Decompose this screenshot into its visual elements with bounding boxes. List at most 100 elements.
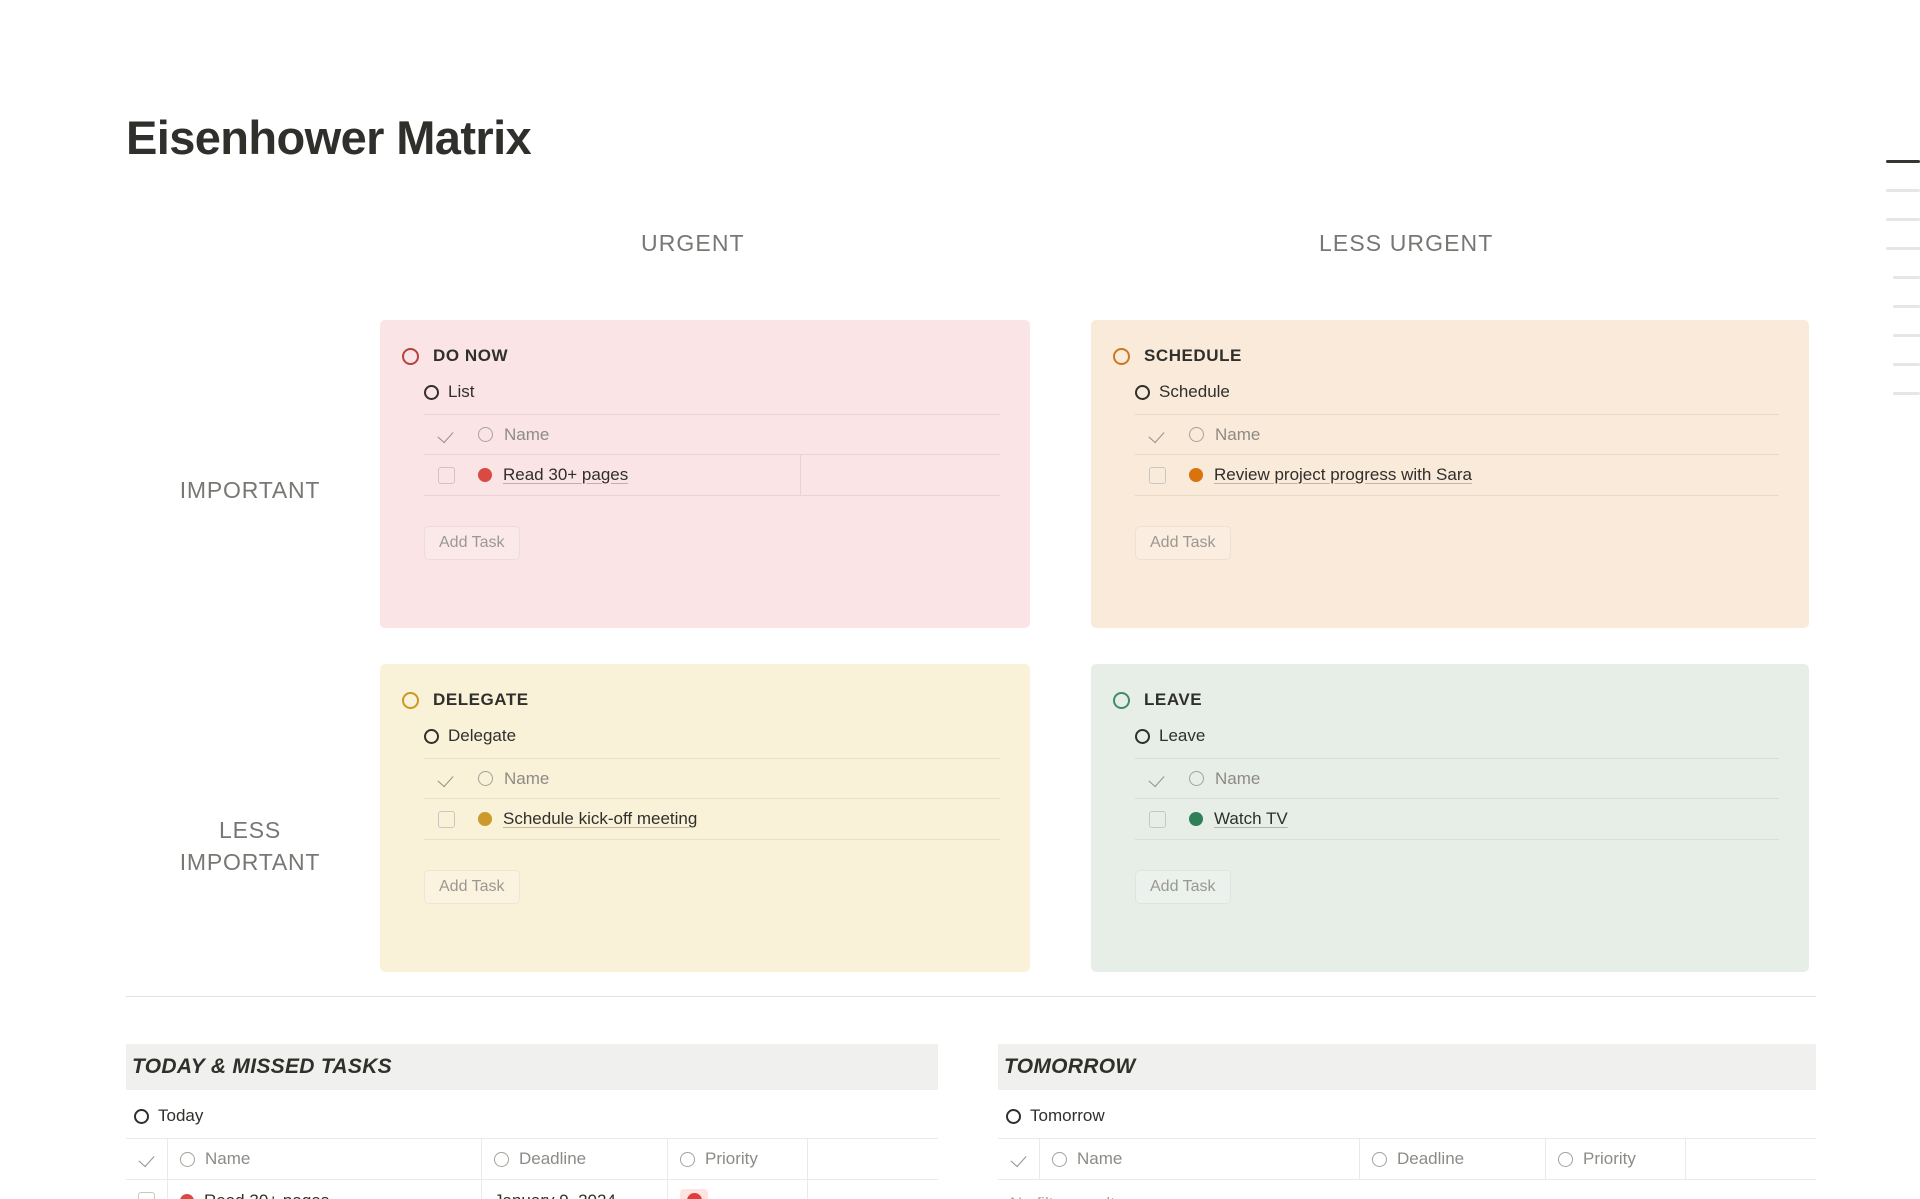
empty-state-text: No filter results <box>998 1180 1816 1199</box>
column-header-label: Priority <box>1583 1149 1636 1168</box>
checkbox-icon[interactable] <box>1148 466 1166 484</box>
select-all-cell[interactable] <box>1135 427 1179 443</box>
toc-line-active[interactable] <box>1886 160 1920 163</box>
column-header-deadline[interactable]: Deadline <box>1360 1139 1546 1179</box>
task-table-schedule: Name Review project progress with Sara <box>1091 414 1809 496</box>
toc-line[interactable] <box>1886 247 1920 250</box>
database-name: Schedule <box>1159 382 1230 401</box>
add-task-button[interactable]: Add Task <box>1135 526 1231 560</box>
select-all-cell[interactable] <box>126 1139 168 1179</box>
table-header-spacer <box>1686 1139 1816 1179</box>
database-title-do-now[interactable]: List <box>380 382 1030 402</box>
row-label-less-important-line1: LESS <box>218 817 281 843</box>
task-name[interactable]: Watch TV <box>1214 809 1288 828</box>
circle-icon <box>1135 728 1150 744</box>
check-icon <box>438 427 454 443</box>
table-header-row: Name <box>424 414 1000 455</box>
database-title-delegate[interactable]: Delegate <box>380 726 1030 746</box>
table-row[interactable]: Read 30+ pages <box>424 455 1000 496</box>
tomorrow-section: TOMORROW Tomorrow Name Deadline <box>998 1044 1816 1199</box>
row-checkbox-cell[interactable] <box>126 1180 168 1199</box>
text-property-icon <box>1189 771 1204 786</box>
database-title-schedule[interactable]: Schedule <box>1091 382 1809 402</box>
row-checkbox-cell[interactable] <box>424 466 468 484</box>
column-header-name[interactable]: Name <box>1040 1139 1360 1179</box>
toc-line[interactable] <box>1893 392 1920 395</box>
select-property-icon <box>680 1151 695 1167</box>
task-name[interactable]: Read 30+ pages <box>503 465 629 484</box>
column-header-name[interactable]: Name <box>1179 425 1579 445</box>
toc-line[interactable] <box>1886 218 1920 221</box>
row-checkbox-cell[interactable] <box>1135 810 1179 828</box>
deadline-cell[interactable]: January 9, 2024 <box>482 1180 668 1199</box>
task-name-cell[interactable]: Read 30+ pages <box>168 1180 482 1199</box>
task-table-delegate: Name Schedule kick-off meeting <box>380 758 1030 840</box>
section-divider <box>126 996 1816 997</box>
row-spacer-cell <box>1579 799 1779 839</box>
text-property-icon <box>478 427 493 442</box>
add-task-button[interactable]: Add Task <box>424 526 520 560</box>
status-dot-icon <box>478 468 492 482</box>
table-row[interactable]: Schedule kick-off meeting <box>424 799 1000 840</box>
task-name[interactable]: Schedule kick-off meeting <box>503 809 698 828</box>
row-checkbox-cell[interactable] <box>1135 466 1179 484</box>
task-name[interactable]: Read 30+ pages <box>204 1191 329 1199</box>
table-row[interactable]: Review project progress with Sara <box>1135 455 1779 496</box>
select-all-cell[interactable] <box>998 1139 1040 1179</box>
checkbox-icon[interactable] <box>1148 810 1166 828</box>
toc-line[interactable] <box>1886 189 1920 192</box>
check-icon <box>1149 427 1165 443</box>
column-header-name[interactable]: Name <box>468 425 800 445</box>
table-row[interactable]: Read 30+ pages January 9, 2024 <box>126 1180 938 1199</box>
text-property-icon <box>180 1151 195 1167</box>
select-all-cell[interactable] <box>1135 771 1179 787</box>
toc-line[interactable] <box>1893 305 1920 308</box>
priority-cell[interactable] <box>668 1180 808 1199</box>
circle-icon <box>402 691 419 709</box>
add-task-button[interactable]: Add Task <box>1135 870 1231 904</box>
task-name-cell[interactable]: Read 30+ pages <box>468 465 800 485</box>
task-name[interactable]: Review project progress with Sara <box>1214 465 1472 484</box>
checkbox-icon[interactable] <box>437 466 455 484</box>
quadrant-title: DO NOW <box>433 346 509 365</box>
select-all-cell[interactable] <box>424 771 468 787</box>
column-header-deadline[interactable]: Deadline <box>482 1139 668 1179</box>
checkbox-icon[interactable] <box>437 810 455 828</box>
quadrant-title: LEAVE <box>1144 690 1203 709</box>
column-header-label: Priority <box>705 1149 758 1168</box>
quadrant-leave: LEAVE Leave Name <box>1091 664 1809 972</box>
check-icon <box>139 1151 155 1167</box>
task-name-cell[interactable]: Watch TV <box>1179 809 1579 829</box>
column-header-name[interactable]: Name <box>1179 769 1579 789</box>
circle-icon <box>1113 347 1130 365</box>
row-label-less-important-line2: IMPORTANT <box>179 848 321 875</box>
column-header-priority[interactable]: Priority <box>1546 1139 1686 1179</box>
column-header-less-urgent: LESS URGENT <box>1319 230 1494 256</box>
database-title-today[interactable]: Today <box>126 1090 938 1138</box>
quadrant-delegate-header: DELEGATE <box>380 690 1030 710</box>
column-header-name[interactable]: Name <box>468 769 800 789</box>
table-row[interactable]: Watch TV <box>1135 799 1779 840</box>
add-task-button[interactable]: Add Task <box>424 870 520 904</box>
circle-icon <box>424 384 439 400</box>
toc-line[interactable] <box>1893 363 1920 366</box>
table-of-contents-minimap[interactable] <box>1860 160 1920 421</box>
date-property-icon <box>494 1151 509 1167</box>
toc-line[interactable] <box>1893 276 1920 279</box>
column-header-priority[interactable]: Priority <box>668 1139 808 1179</box>
row-checkbox-cell[interactable] <box>424 810 468 828</box>
task-name-cell[interactable]: Review project progress with Sara <box>1179 465 1579 485</box>
task-name-cell[interactable]: Schedule kick-off meeting <box>468 809 800 829</box>
table-header-row: Name <box>424 758 1000 799</box>
select-all-cell[interactable] <box>424 427 468 443</box>
page-title: Eisenhower Matrix <box>126 111 532 164</box>
database-title-tomorrow[interactable]: Tomorrow <box>998 1090 1816 1138</box>
table-header-spacer <box>800 759 1000 798</box>
checkbox-icon[interactable] <box>138 1192 155 1199</box>
deadline-value: January 9, 2024 <box>494 1191 616 1199</box>
task-table-do-now: Name Read 30+ pages <box>380 414 1030 496</box>
column-header-label: Name <box>1077 1149 1123 1168</box>
toc-line[interactable] <box>1893 334 1920 337</box>
database-title-leave[interactable]: Leave <box>1091 726 1809 746</box>
column-header-name[interactable]: Name <box>168 1139 482 1179</box>
